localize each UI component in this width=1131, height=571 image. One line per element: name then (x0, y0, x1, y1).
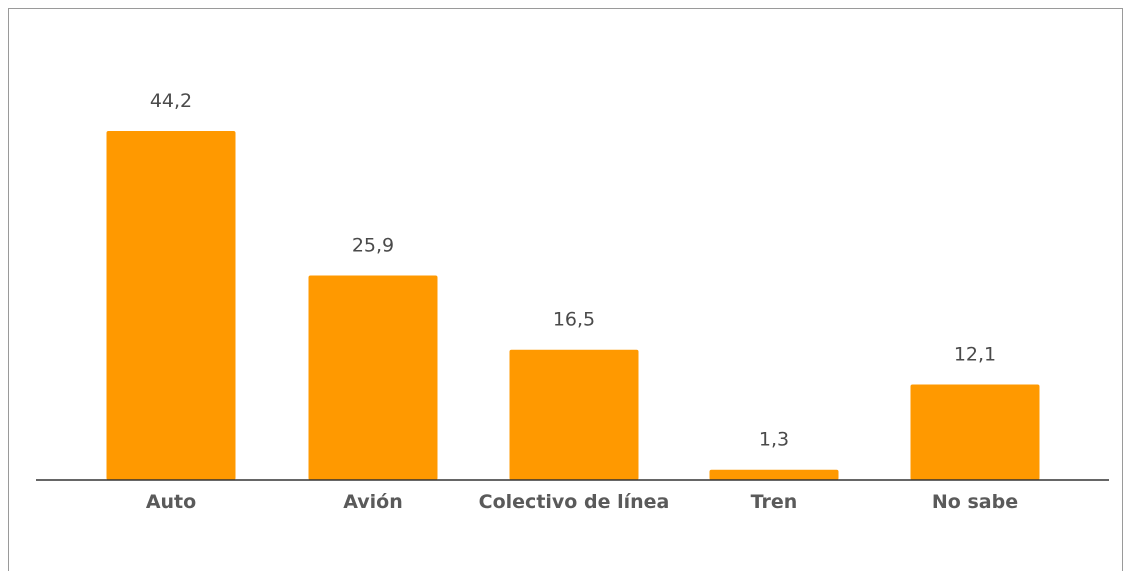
value-label-2: 16,5 (553, 309, 595, 331)
value-labels-group: 44,2 25,9 16,5 1,3 12,1 (150, 90, 996, 451)
value-label-4: 12,1 (954, 343, 996, 365)
value-label-0: 44,2 (150, 90, 192, 112)
category-label-4: No sabe (932, 491, 1018, 513)
value-label-3: 1,3 (759, 429, 789, 451)
category-labels-group: Auto Avión Colectivo de línea Tren No sabe (146, 491, 1018, 513)
bar-1 (308, 275, 438, 480)
bar-4 (910, 384, 1040, 480)
bars-group (106, 131, 1040, 480)
value-label-1: 25,9 (352, 234, 394, 256)
category-label-1: Avión (343, 491, 403, 513)
category-label-0: Auto (146, 491, 196, 513)
bar-2 (509, 349, 639, 480)
bar-0 (106, 131, 236, 480)
bar-3 (709, 469, 839, 480)
category-label-3: Tren (751, 491, 798, 513)
category-label-2: Colectivo de línea (479, 491, 670, 513)
